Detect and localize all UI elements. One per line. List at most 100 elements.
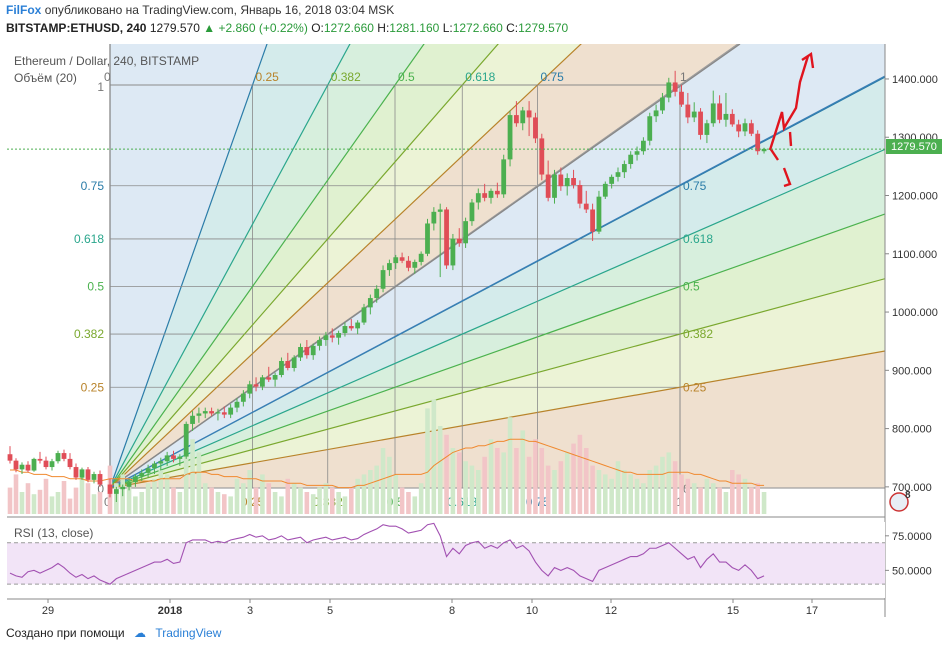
volume-bar [241,483,246,514]
fan-label-right: 0.5 [683,280,700,294]
volume-bar [660,456,665,514]
fan-label-top: 0.618 [465,70,495,84]
volume-bar [215,492,221,514]
candle-body [285,360,291,368]
rsi-tick-label: 50.0000 [892,565,932,577]
volume-bar [609,478,614,514]
volume-bar [285,478,291,514]
volume-bar [501,452,506,514]
candle-body [272,374,278,380]
candle-body [469,202,475,222]
x-tick-label: 10 [526,605,538,617]
volume-bar [418,483,424,514]
volume-bar [469,465,475,514]
volume-bar [533,439,538,514]
volume-bar [304,492,310,514]
fan-label-edge: 0 [97,482,104,496]
price-axis[interactable]: 700.000 800.000 900.000 1000.000 1100.000 120… [7,74,938,494]
volume-bar [317,487,322,514]
close-label: C: [506,21,519,35]
candle-body [247,384,253,394]
forecast-dash [769,147,779,161]
volume-bar [558,461,564,514]
price-change: +2.860 (+0.22%) [218,21,308,35]
volume-histogram [7,399,767,514]
x-tick-label: 12 [605,605,617,617]
candle-body [209,411,214,414]
rsi-tick-label: 75.0000 [892,531,932,543]
volume-bar [260,474,265,514]
volume-bar [349,487,354,514]
volume-bar [482,456,487,514]
volume-bar [698,487,703,514]
volume-badge: 8 [905,490,911,501]
candle-body [437,209,443,212]
candle-body [85,469,91,480]
volume-bar [209,487,214,514]
volume-bar [755,483,760,514]
up-arrow-icon: ▲ [203,21,216,35]
candle-body [571,178,576,186]
candle-body [406,260,411,268]
close-value: 1279.570 [518,21,569,35]
x-tick-label: 3 [247,605,253,617]
candle-body [152,463,157,469]
volume-bar [666,452,672,514]
volume-bar [431,399,437,514]
low-label: L: [442,21,453,35]
volume-bar [545,465,551,514]
volume-bar [329,487,335,514]
volume-legend: Объём (20) [14,71,77,85]
low-value: 1272.660 [452,21,503,35]
volume-bar [342,496,348,514]
ohlc-header: BITSTAMP:ETHUSD, 240 1279.570 ▲ +2.860 (… [6,21,568,35]
volume-bar [463,461,468,514]
candle-body [336,333,341,338]
fan-label-right: 0.382 [683,327,713,341]
tradingview-link[interactable]: TradingView [155,626,222,640]
volume-bar [736,474,741,514]
candle-body [7,454,13,461]
forecast-dash [788,131,793,147]
flag-icon[interactable] [889,492,909,512]
volume-bar [247,470,252,514]
volume-bar [399,487,405,514]
footer: Создано при помощи ☁ TradingView [6,626,221,640]
candle-body [463,221,468,244]
forecast-arrow-head [801,51,815,69]
red-forecast-drawing[interactable] [768,51,815,188]
candle-body [183,423,189,457]
last-price: 1279.570 [149,21,200,35]
volume-bar [253,487,259,514]
volume-bar [13,474,19,514]
candle-body [113,489,119,494]
volume-bar [437,426,443,514]
author-name[interactable]: FilFox [6,3,42,17]
high-value: 1281.160 [389,21,440,35]
volume-bar [488,439,494,514]
volume-bar [653,465,659,514]
volume-bar [145,483,151,514]
candle-body [488,190,494,198]
time-axis[interactable]: 29 2018 3 5 8 10 12 15 17 [42,599,818,617]
volume-bar [672,461,678,514]
fan-label-edge: 1 [680,70,687,84]
volume-bar [272,492,278,514]
candle-body [67,458,73,468]
candle-body [596,196,602,232]
candle-body [710,103,716,124]
candle-body [43,460,49,468]
volume-bar [43,478,49,514]
candle-body [412,261,418,268]
candle-body [19,464,25,470]
volume-bar [590,465,595,514]
volume-bar [171,487,176,514]
volume-bar [564,452,570,514]
volume-bar [641,483,646,514]
rsi-axis: 75.0000 50.0000 [885,531,932,577]
candle-body [139,472,145,477]
candle-body [615,172,621,177]
volume-bar [603,474,608,514]
fib-fan-tool[interactable]: 0.250.250.250.250.3820.3820.3820.3820.50… [74,0,949,509]
